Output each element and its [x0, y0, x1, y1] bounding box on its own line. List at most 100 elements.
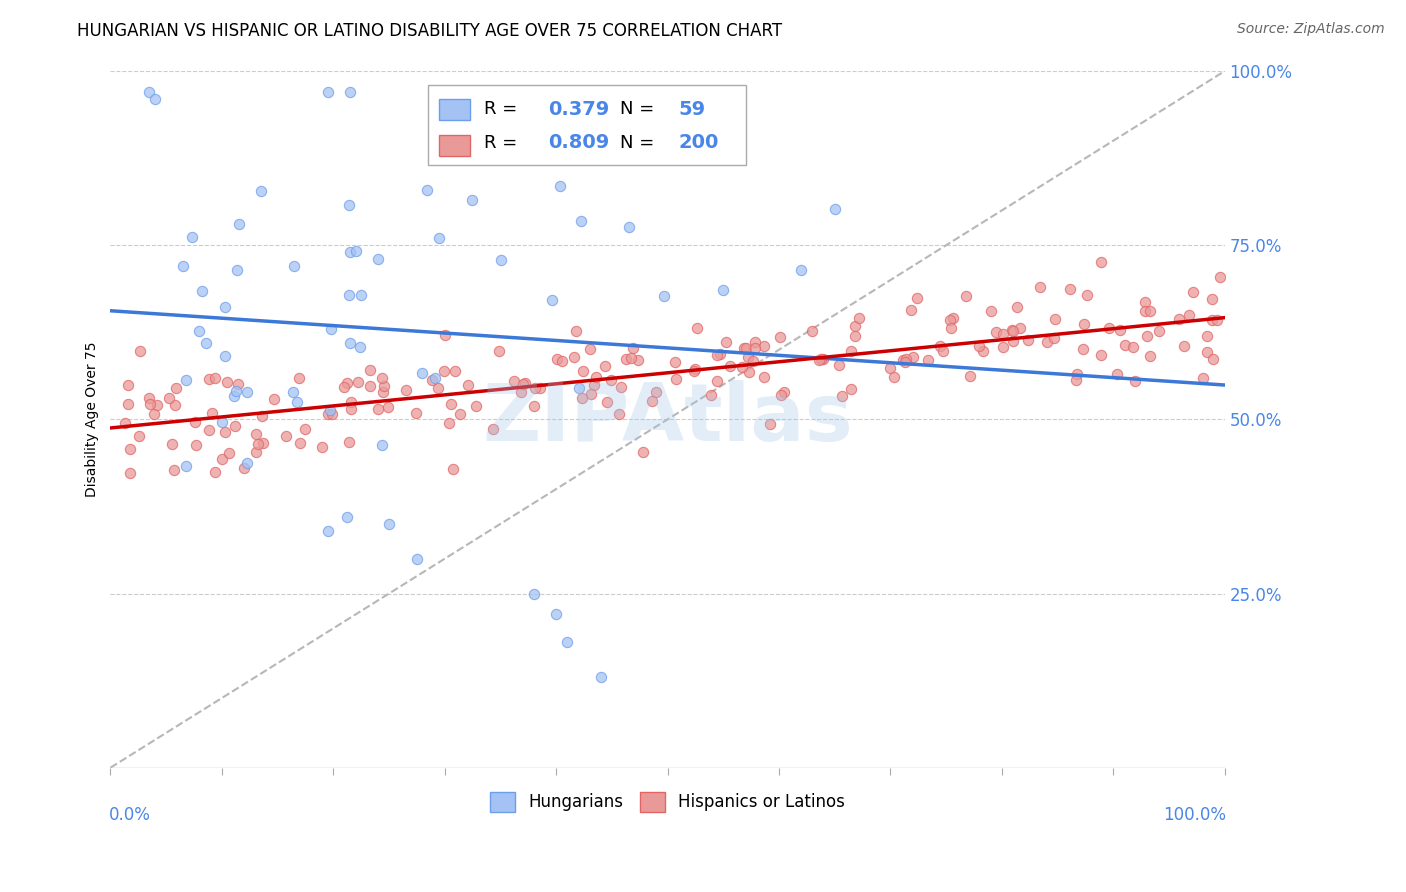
Text: N =: N =: [620, 134, 659, 152]
Point: [741, 354, 763, 368]
Point: [583, 378, 606, 392]
Legend: Hungarians, Hispanics or Latinos: Hungarians, Hispanics or Latinos: [484, 785, 852, 819]
Point: [225, 384, 247, 399]
Point: [198, 372, 221, 386]
Point: [321, 407, 343, 421]
Point: [1114, 338, 1136, 352]
Point: [1059, 281, 1081, 295]
Text: 0.0%: 0.0%: [110, 806, 152, 824]
Point: [550, 179, 572, 194]
Point: [1133, 294, 1156, 309]
Point: [1173, 339, 1195, 353]
Point: [738, 365, 761, 379]
Point: [201, 405, 224, 419]
Point: [942, 311, 965, 326]
Point: [1105, 367, 1128, 381]
Point: [128, 344, 150, 359]
Point: [204, 371, 226, 385]
Point: [249, 185, 271, 199]
Point: [807, 352, 830, 367]
Point: [839, 344, 862, 359]
Point: [235, 456, 257, 470]
Point: [367, 401, 389, 416]
Point: [427, 231, 450, 245]
Point: [433, 364, 456, 378]
Point: [758, 417, 780, 432]
Point: [686, 320, 709, 334]
Point: [683, 361, 706, 376]
Text: HUNGARIAN VS HISPANIC OR LATINO DISABILITY AGE OVER 75 CORRELATION CHART: HUNGARIAN VS HISPANIC OR LATINO DISABILI…: [77, 22, 783, 40]
Point: [1098, 321, 1121, 335]
Point: [894, 351, 917, 366]
Point: [316, 85, 339, 99]
Point: [160, 437, 183, 451]
Point: [1001, 323, 1024, 337]
Point: [1178, 308, 1201, 322]
Point: [224, 419, 246, 434]
Point: [831, 388, 853, 402]
Point: [245, 444, 267, 458]
Point: [120, 442, 142, 456]
Point: [143, 92, 166, 106]
Point: [546, 351, 568, 366]
Point: [218, 446, 240, 460]
Point: [337, 198, 360, 212]
Point: [810, 351, 832, 366]
FancyBboxPatch shape: [439, 135, 471, 156]
Point: [290, 436, 312, 450]
Point: [1195, 328, 1218, 343]
Point: [433, 327, 456, 342]
Point: [441, 462, 464, 476]
Point: [411, 366, 433, 380]
Point: [596, 394, 619, 409]
Y-axis label: Disability Age Over 75: Disability Age Over 75: [86, 342, 100, 497]
Point: [955, 288, 977, 302]
Point: [699, 388, 721, 402]
Point: [449, 407, 471, 421]
Point: [1136, 328, 1159, 343]
Point: [523, 400, 546, 414]
Point: [744, 334, 766, 349]
Point: [790, 262, 813, 277]
Point: [1168, 311, 1191, 326]
Point: [737, 350, 759, 364]
Point: [1001, 325, 1024, 339]
Point: [569, 214, 592, 228]
Point: [211, 415, 233, 429]
Point: [245, 427, 267, 442]
Point: [263, 392, 285, 407]
Point: [395, 383, 418, 397]
Point: [1073, 318, 1095, 332]
Point: [1001, 334, 1024, 348]
Point: [1036, 334, 1059, 349]
Point: [709, 347, 731, 361]
Point: [340, 401, 363, 416]
Point: [443, 364, 465, 378]
Point: [641, 393, 664, 408]
Point: [482, 422, 505, 436]
Point: [1109, 323, 1132, 337]
Point: [283, 259, 305, 273]
Point: [165, 398, 187, 412]
Point: [564, 350, 586, 364]
Point: [513, 376, 536, 390]
Point: [184, 415, 207, 429]
Point: [1147, 324, 1170, 338]
Point: [991, 326, 1014, 341]
Point: [359, 379, 381, 393]
Point: [204, 465, 226, 479]
Point: [1043, 330, 1066, 344]
Point: [1201, 292, 1223, 306]
Point: [811, 352, 834, 367]
Point: [1123, 374, 1146, 388]
Point: [488, 343, 510, 358]
Point: [714, 334, 737, 349]
Point: [373, 379, 395, 393]
Point: [1090, 254, 1112, 268]
Point: [346, 376, 368, 390]
Point: [250, 409, 273, 423]
Point: [572, 364, 595, 378]
Point: [344, 244, 367, 259]
Point: [664, 354, 686, 368]
Point: [420, 373, 443, 387]
